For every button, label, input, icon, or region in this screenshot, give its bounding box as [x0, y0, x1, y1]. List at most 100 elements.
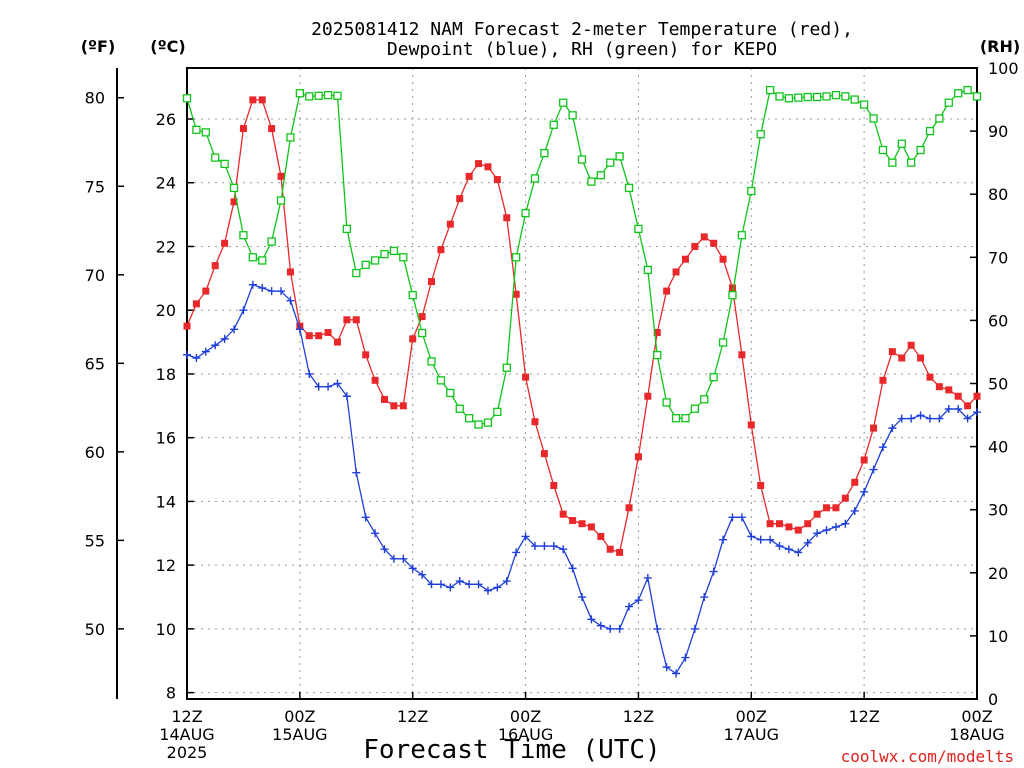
dewpoint-point — [267, 287, 276, 296]
temperature-point — [653, 329, 661, 337]
rh-tick-label: 70 — [988, 248, 1008, 267]
temperature-point — [315, 332, 323, 340]
rh-point — [888, 158, 897, 167]
temperature-point — [258, 96, 266, 104]
temperature-point — [268, 125, 276, 133]
rh-point — [530, 174, 540, 183]
temperature-point — [785, 523, 793, 531]
rh-point — [615, 152, 624, 161]
temperature-point — [794, 526, 802, 534]
temperature-point — [183, 322, 191, 330]
dewpoint-point — [728, 513, 737, 522]
celsius-tick-label: 18 — [156, 365, 176, 384]
dewpoint-point — [436, 580, 445, 589]
rh-point — [765, 85, 775, 95]
rh-point — [493, 407, 502, 417]
celsius-tick-label: 10 — [156, 620, 176, 639]
temperature-point — [437, 246, 445, 254]
celsius-tick-label: 22 — [156, 237, 176, 256]
dewpoint-point — [888, 424, 897, 433]
dewpoint-point — [878, 443, 887, 452]
dewpoint-point — [474, 580, 483, 589]
dewpoint-point — [672, 669, 681, 678]
rh-point — [681, 414, 690, 423]
rh-point — [935, 114, 944, 123]
rh-point — [258, 256, 267, 265]
temperature-point — [428, 278, 436, 286]
rh-point — [380, 249, 389, 259]
rh-point — [446, 388, 455, 398]
rh-point — [361, 260, 370, 270]
temperature-point — [728, 284, 736, 292]
temperature-point — [475, 160, 483, 168]
dewpoint-point — [333, 379, 342, 388]
temperature-point — [691, 242, 699, 250]
rh-point — [963, 85, 972, 95]
temperature-point — [973, 392, 981, 400]
temperature-point — [945, 386, 953, 394]
celsius-tick-label: 8 — [166, 684, 176, 703]
x-tick-label: 18AUG — [949, 725, 1004, 744]
dewpoint-point — [831, 522, 840, 531]
dewpoint-point — [822, 526, 831, 535]
dewpoint-point — [295, 325, 304, 334]
dewpoint-line — [186, 283, 978, 675]
rh-point — [878, 145, 888, 155]
rh-point — [859, 100, 869, 109]
dewpoint-point — [756, 535, 765, 544]
temperature-point — [926, 373, 934, 381]
temperature-point — [888, 348, 896, 356]
rh-point — [596, 171, 605, 180]
temperature-point — [738, 351, 746, 359]
temperature-point — [456, 195, 464, 203]
temperature-point — [399, 402, 407, 410]
dewpoint-point — [183, 350, 191, 359]
temperature-point — [211, 262, 219, 270]
rh-point — [897, 139, 906, 148]
temperature-point — [333, 338, 341, 346]
rh-point — [389, 246, 399, 256]
x-tick-label: 12Z — [623, 707, 654, 726]
temperature-point — [700, 233, 708, 241]
rh-tick-label: 30 — [988, 501, 1008, 520]
x-tick-label: 14AUG — [159, 725, 214, 744]
rh-point — [756, 130, 765, 139]
temperature-point — [484, 163, 492, 171]
temperature-point — [550, 481, 558, 489]
dewpoint-point — [606, 624, 615, 633]
temperature-point — [634, 453, 642, 461]
dewpoint-point — [860, 487, 869, 496]
temperature-point — [343, 316, 351, 324]
rh-point — [747, 186, 756, 196]
temperature-point — [663, 287, 671, 295]
dewpoint-point — [944, 404, 953, 413]
rh-point — [671, 414, 681, 423]
temperature-point — [277, 172, 285, 180]
rh-point — [436, 376, 446, 385]
celsius-tick-label: 20 — [156, 301, 176, 320]
temperature-point — [390, 402, 398, 410]
temperature-point — [841, 494, 849, 502]
rh-point — [399, 253, 408, 262]
dewpoint-point — [643, 573, 652, 582]
data-series — [182, 85, 982, 678]
rh-point — [370, 256, 380, 265]
temperature-point — [964, 402, 972, 410]
dewpoint-point — [305, 369, 314, 378]
rh-point — [690, 404, 700, 413]
rh-point — [305, 92, 314, 101]
temperature-point — [352, 316, 360, 324]
rh-point — [220, 159, 229, 169]
rh-point — [352, 268, 361, 278]
rh-tick-label: 10 — [988, 627, 1008, 646]
temperature-point — [757, 481, 765, 489]
rh-point — [803, 92, 812, 102]
rh-point — [850, 95, 859, 104]
rh-point — [925, 126, 935, 136]
rh-point — [427, 357, 436, 366]
rh-point — [559, 98, 568, 107]
rh-point — [662, 398, 671, 407]
temperature-point — [587, 523, 595, 531]
fahrenheit-tick-label: 55 — [85, 531, 105, 550]
dewpoint-point — [559, 545, 568, 554]
